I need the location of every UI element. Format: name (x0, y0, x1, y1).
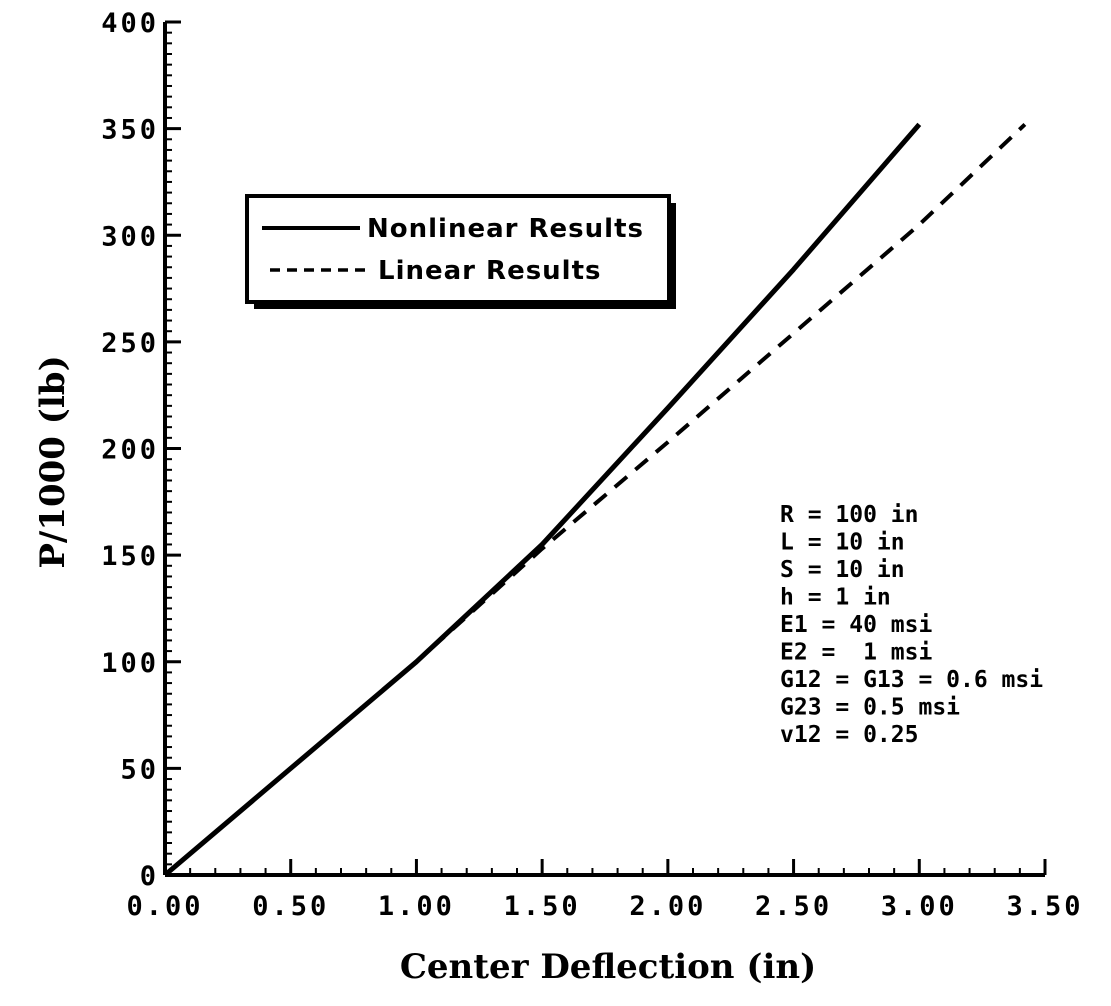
x-axis-title: Center Deflection (in) (400, 947, 816, 987)
y-axis-title: P/1000 (lb) (33, 355, 73, 568)
legend-label-nonlinear: Nonlinear Results (367, 214, 644, 244)
x-tick-label: 2.50 (755, 891, 832, 922)
x-tick-label: 2.00 (629, 891, 706, 922)
x-tick-label: 1.50 (504, 891, 581, 922)
series-line-linear (163, 122, 1027, 877)
legend: Nonlinear Results Linear Results (245, 194, 676, 309)
parameter-line: G12 = G13 = 0.6 msi (780, 667, 1043, 693)
tick-labels: 0.00 0.50 1.00 1.50 2.00 2.50 3.00 3.50 0 50 100 15… (101, 8, 1083, 922)
x-tick-label: 3.00 (881, 891, 958, 922)
y-tick-label: 250 (101, 328, 159, 359)
y-tick-label: 150 (101, 541, 159, 572)
parameter-line: L = 10 in (780, 530, 905, 556)
parameter-line: E2 = 1 msi (780, 640, 932, 666)
parameter-line: v12 = 0.25 (780, 722, 918, 748)
x-tick-label: 1.00 (378, 891, 455, 922)
y-tick-label: 100 (101, 648, 159, 679)
series (163, 122, 1027, 877)
y-tick-label: 50 (120, 754, 159, 785)
ticks (163, 20, 1047, 877)
y-tick-label: 300 (101, 221, 159, 252)
x-tick-label: 0.50 (252, 891, 329, 922)
y-tick-label: 400 (101, 8, 159, 39)
x-tick-label: 0.00 (126, 891, 203, 922)
parameter-line: R = 100 in (780, 502, 918, 528)
y-tick-label: 200 (101, 435, 159, 466)
parameter-line: E1 = 40 msi (780, 612, 932, 638)
parameter-line: S = 10 in (780, 557, 905, 583)
parameter-line: G23 = 0.5 msi (780, 695, 960, 721)
y-tick-label: 350 (101, 115, 159, 146)
y-tick-label: 0 (140, 861, 159, 892)
x-tick-label: 3.50 (1006, 891, 1083, 922)
legend-box (245, 194, 671, 304)
parameter-line: h = 1 in (780, 585, 891, 611)
legend-label-linear: Linear Results (378, 256, 602, 286)
